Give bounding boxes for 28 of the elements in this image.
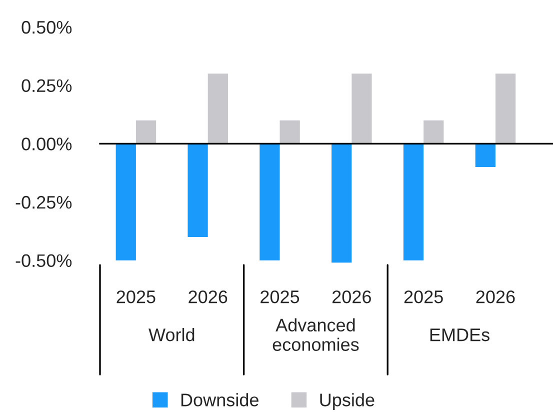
bar xyxy=(403,144,424,260)
y-tick-label: -0.25% xyxy=(16,196,72,209)
text: Advanced economies xyxy=(272,318,359,351)
legend-label: Downside xyxy=(181,393,258,406)
bar xyxy=(116,144,136,260)
bar xyxy=(260,144,280,260)
bar xyxy=(424,120,444,144)
x-tick-label: 2026 xyxy=(332,290,371,304)
bar xyxy=(208,74,228,144)
y-tick-label: 0.00% xyxy=(22,138,72,150)
x-tick-label: 2025 xyxy=(116,290,156,304)
y-tick-label: 0.50% xyxy=(22,20,72,34)
x-tick-label: 2026 xyxy=(188,290,228,304)
bar xyxy=(136,120,156,144)
text: World xyxy=(148,328,194,342)
bar xyxy=(475,144,496,167)
x-tick-label: 2025 xyxy=(404,290,443,304)
x-tick-label: 2025 xyxy=(260,290,300,304)
bar xyxy=(332,144,352,263)
bar xyxy=(352,74,372,144)
x-tick-label: 2026 xyxy=(476,290,515,304)
y-tick-label: -0.50% xyxy=(16,254,72,268)
legend-label: Upside xyxy=(320,393,374,410)
bar xyxy=(188,144,208,237)
bar xyxy=(495,74,516,144)
text: EMDEs xyxy=(430,328,490,342)
y-tick-label: 0.25% xyxy=(22,79,72,92)
bar xyxy=(280,120,300,144)
